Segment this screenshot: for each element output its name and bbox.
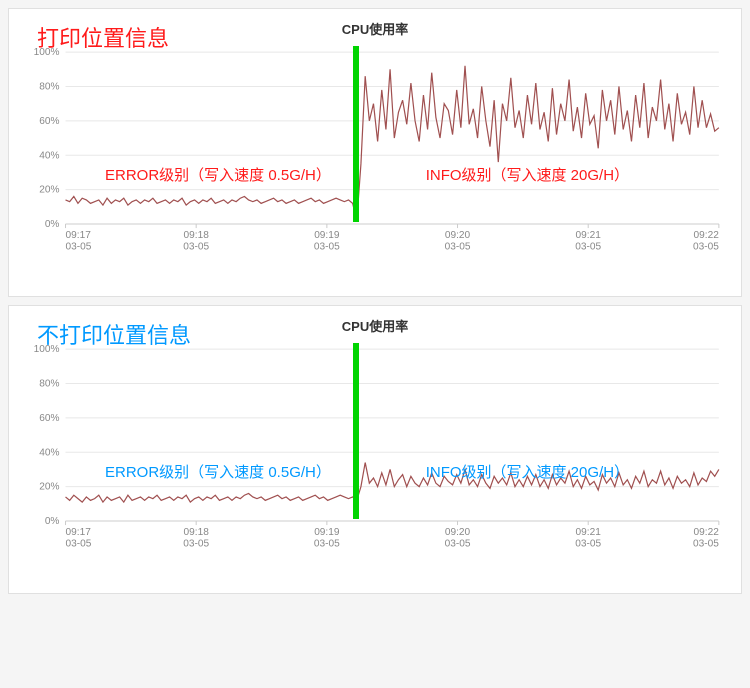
svg-text:03-05: 03-05 [445, 241, 471, 252]
svg-text:09:22: 09:22 [694, 230, 720, 241]
svg-text:60%: 60% [39, 413, 59, 424]
panel-overlay-title: 打印位置信息 [37, 21, 169, 53]
line-chart-svg: 0%20%40%60%80%100%09:1703-0509:1803-0509… [21, 343, 729, 555]
line-chart-svg: 0%20%40%60%80%100%09:1703-0509:1803-0509… [21, 46, 729, 258]
svg-text:20%: 20% [39, 185, 59, 196]
chart-panel-1: 不打印位置信息CPU使用率0%20%40%60%80%100%09:1703-0… [8, 305, 742, 594]
svg-text:60%: 60% [39, 116, 59, 127]
svg-text:09:21: 09:21 [576, 527, 602, 538]
svg-text:80%: 80% [39, 378, 59, 389]
split-marker [353, 343, 359, 519]
annotation-right: INFO级别（写入速度 20G/H） [426, 164, 629, 185]
annotation-right: INFO级别（写入速度 20G/H） [426, 461, 629, 482]
svg-text:09:18: 09:18 [184, 527, 210, 538]
svg-text:40%: 40% [39, 447, 59, 458]
svg-text:09:20: 09:20 [445, 230, 471, 241]
cpu-line [66, 66, 719, 221]
svg-text:09:17: 09:17 [66, 230, 92, 241]
svg-text:80%: 80% [39, 81, 59, 92]
svg-text:03-05: 03-05 [314, 241, 340, 252]
svg-text:03-05: 03-05 [183, 241, 209, 252]
svg-text:09:20: 09:20 [445, 527, 471, 538]
svg-text:03-05: 03-05 [314, 538, 340, 549]
svg-text:03-05: 03-05 [575, 241, 601, 252]
annotation-left: ERROR级别（写入速度 0.5G/H） [105, 164, 331, 185]
svg-text:03-05: 03-05 [66, 538, 92, 549]
svg-text:09:17: 09:17 [66, 527, 92, 538]
svg-text:03-05: 03-05 [575, 538, 601, 549]
annotation-left: ERROR级别（写入速度 0.5G/H） [105, 461, 331, 482]
svg-text:0%: 0% [45, 219, 60, 230]
svg-text:03-05: 03-05 [66, 241, 92, 252]
chart-panel-0: 打印位置信息CPU使用率0%20%40%60%80%100%09:1703-05… [8, 8, 742, 297]
svg-text:40%: 40% [39, 150, 59, 161]
chart-area: 0%20%40%60%80%100%09:1703-0509:1803-0509… [9, 343, 741, 565]
panel-overlay-title: 不打印位置信息 [37, 318, 191, 350]
svg-text:09:19: 09:19 [314, 230, 340, 241]
chart-area: 0%20%40%60%80%100%09:1703-0509:1803-0509… [9, 46, 741, 268]
svg-text:0%: 0% [45, 516, 60, 527]
svg-text:20%: 20% [39, 482, 59, 493]
svg-text:09:21: 09:21 [576, 230, 602, 241]
split-marker [353, 46, 359, 222]
svg-text:09:22: 09:22 [694, 527, 720, 538]
svg-text:03-05: 03-05 [693, 241, 719, 252]
svg-text:09:19: 09:19 [314, 527, 340, 538]
svg-text:09:18: 09:18 [184, 230, 210, 241]
svg-text:03-05: 03-05 [445, 538, 471, 549]
svg-text:03-05: 03-05 [693, 538, 719, 549]
svg-text:03-05: 03-05 [183, 538, 209, 549]
